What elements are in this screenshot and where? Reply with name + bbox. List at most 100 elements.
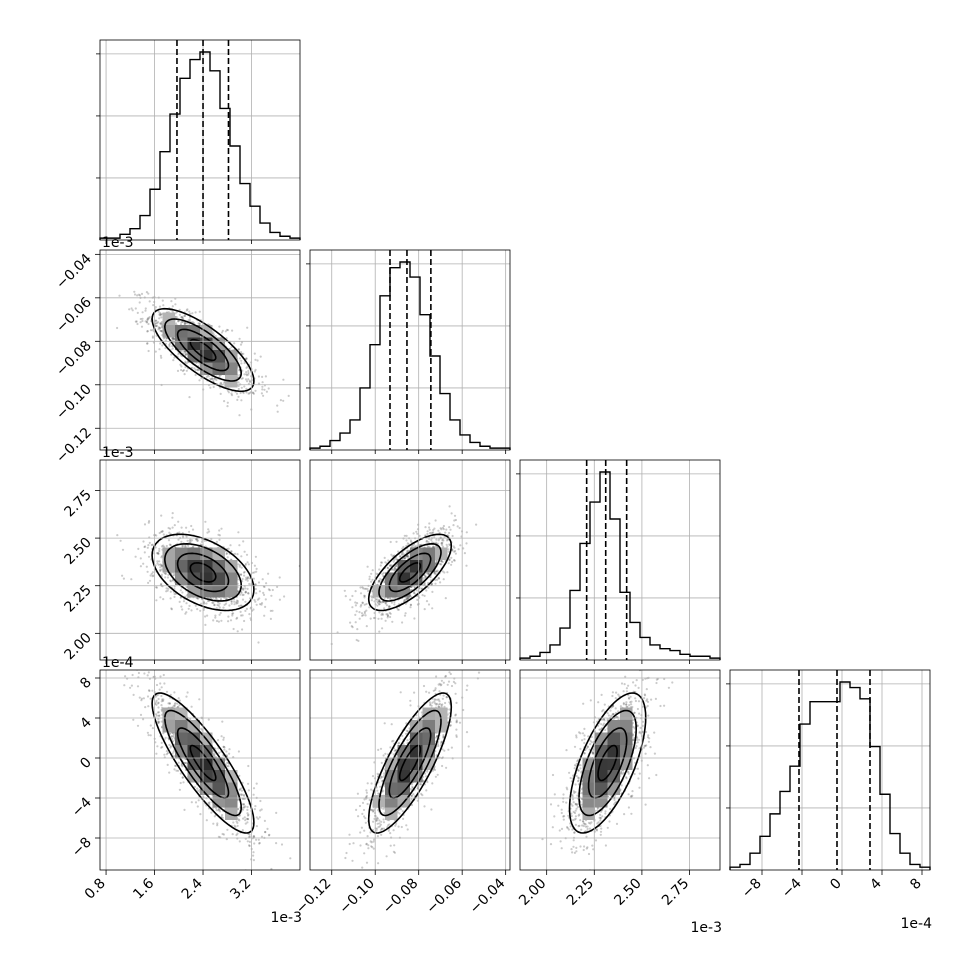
sample-point xyxy=(161,299,164,302)
sample-point xyxy=(159,569,162,573)
sample-point xyxy=(405,534,408,538)
contour-line xyxy=(398,562,422,583)
sample-point xyxy=(264,598,267,601)
sample-point xyxy=(260,392,263,395)
sample-point xyxy=(406,597,410,600)
sample-point xyxy=(160,708,163,711)
sample-point xyxy=(389,612,392,615)
sample-point xyxy=(394,597,397,600)
sample-point xyxy=(196,369,200,372)
sample-point xyxy=(158,327,161,330)
contour-line xyxy=(367,533,453,612)
contour-line xyxy=(378,542,442,602)
sample-point xyxy=(401,547,404,550)
sample-point xyxy=(240,794,243,797)
sample-point xyxy=(162,732,165,735)
sample-point xyxy=(391,555,394,558)
sample-point xyxy=(446,571,449,574)
sample-point xyxy=(142,718,145,721)
sample-point xyxy=(171,310,174,313)
sample-point xyxy=(393,568,396,571)
sample-point xyxy=(402,552,405,556)
sample-point xyxy=(158,317,161,320)
sample-point xyxy=(443,571,446,574)
sample-point xyxy=(247,789,250,792)
sample-point xyxy=(162,598,165,601)
sample-point xyxy=(448,531,451,535)
sample-point xyxy=(148,316,151,319)
sample-point xyxy=(415,589,418,592)
sample-point xyxy=(221,816,224,819)
sample-point xyxy=(251,571,254,574)
sample-point xyxy=(221,832,224,836)
sample-point xyxy=(158,547,161,551)
sample-point xyxy=(448,543,451,546)
sample-point xyxy=(246,561,249,564)
sample-point xyxy=(156,551,160,555)
panel-frame xyxy=(519,459,721,661)
sample-point xyxy=(207,375,210,378)
sample-point xyxy=(243,550,246,553)
sample-point xyxy=(184,545,187,548)
sample-point xyxy=(245,576,248,579)
sample-point xyxy=(344,595,347,598)
sample-point xyxy=(248,840,251,844)
sample-point xyxy=(404,556,407,560)
sample-point xyxy=(254,583,257,586)
sample-point xyxy=(241,577,244,581)
sample-point xyxy=(198,379,201,382)
sample-point xyxy=(433,527,436,530)
sample-point xyxy=(168,743,171,747)
sample-point xyxy=(424,534,427,537)
sample-point xyxy=(259,809,262,812)
sample-point xyxy=(393,558,396,562)
sample-point xyxy=(156,711,159,714)
sample-point xyxy=(388,605,391,608)
sample-point xyxy=(428,538,431,541)
sample-point xyxy=(453,519,456,522)
sample-point xyxy=(178,531,181,534)
sample-point xyxy=(223,603,226,607)
sample-point xyxy=(451,549,454,552)
sample-point xyxy=(256,598,259,601)
sample-point xyxy=(279,399,282,402)
sample-point xyxy=(349,598,352,601)
sample-point xyxy=(139,321,142,324)
sample-point xyxy=(363,594,366,597)
sample-point xyxy=(439,527,442,530)
sample-point xyxy=(378,579,381,582)
sample-point xyxy=(158,314,161,317)
sample-point xyxy=(246,805,249,809)
sample-point xyxy=(157,714,160,717)
sample-point xyxy=(159,329,162,332)
sample-point xyxy=(240,787,243,790)
sample-point xyxy=(171,305,174,308)
sample-point xyxy=(238,564,242,567)
sample-point xyxy=(146,342,149,345)
sample-point xyxy=(171,347,174,350)
sample-point xyxy=(233,342,236,345)
sample-point xyxy=(146,317,149,320)
density-block xyxy=(225,350,238,363)
sample-point xyxy=(234,552,237,555)
sample-point xyxy=(413,592,416,595)
sample-point xyxy=(240,377,243,380)
sample-point xyxy=(230,600,233,604)
sample-point xyxy=(395,565,398,568)
sample-point xyxy=(393,567,396,570)
sample-point xyxy=(146,695,150,698)
sample-point xyxy=(147,544,150,547)
sample-point xyxy=(121,548,125,551)
sample-point xyxy=(223,381,226,385)
sample-point xyxy=(169,527,172,530)
sample-point xyxy=(388,564,391,567)
sample-point xyxy=(229,619,233,622)
sample-point xyxy=(181,315,184,318)
sample-point xyxy=(240,566,243,569)
sample-point xyxy=(156,694,159,697)
sample-point xyxy=(217,835,220,839)
sample-point xyxy=(171,579,175,582)
sample-point xyxy=(183,545,186,548)
sample-point xyxy=(458,526,461,530)
sample-point xyxy=(217,809,220,812)
